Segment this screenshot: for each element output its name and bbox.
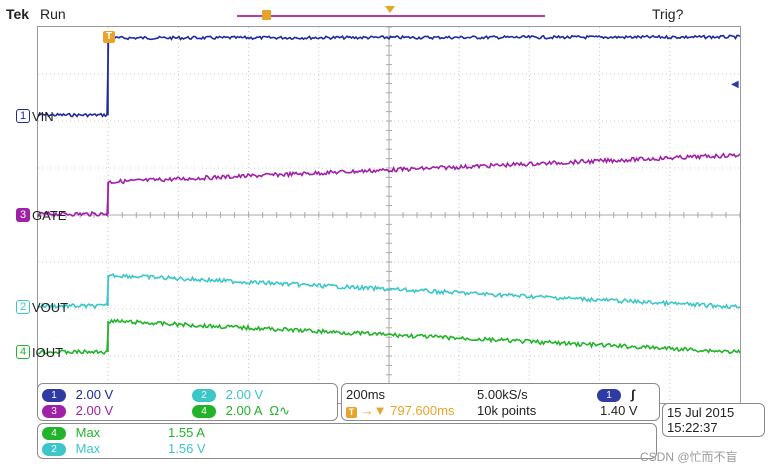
ch2-scale-value: 2.00 V: [225, 387, 264, 402]
trigger-level[interactable]: 1.40 V: [600, 403, 638, 418]
delay-trigger-icon: T: [346, 407, 357, 418]
datetime-panel: 15 Jul 2015 15:22:37: [662, 403, 765, 437]
ch1-scale-value: 2.00 V: [75, 387, 114, 402]
trigger-level-arrow-icon[interactable]: ◀: [731, 79, 739, 90]
measurement-value: 1.55 A: [168, 425, 205, 440]
ch4-marker-icon: 4: [16, 345, 30, 359]
ch2-name: VOUT: [32, 299, 69, 315]
expansion-point-marker: [385, 6, 395, 13]
ch2-trace: [38, 272, 740, 310]
channel-scale-panel[interactable]: 1 2.00 V 2 2.00 V 3 2.00 V 4 2.00 A Ω∿: [37, 383, 338, 421]
trigger-point-icon[interactable]: T: [103, 31, 115, 43]
ch1-marker-icon: 1: [16, 109, 30, 123]
ch4-scale-value: 2.00 A: [225, 403, 262, 418]
ch3-scale-value: 2.00 V: [75, 403, 114, 418]
measurement-row[interactable]: 2 Max 1.56 V: [42, 441, 206, 457]
time: 15:22:37: [667, 420, 718, 435]
ch1-scale[interactable]: 1 2.00 V: [42, 387, 114, 403]
graticule-svg: [38, 27, 740, 403]
measurement-type: Max: [75, 425, 101, 440]
date: 15 Jul 2015: [667, 405, 735, 420]
ch1-label[interactable]: 1 VIN: [16, 108, 54, 124]
measurement-row[interactable]: 4 Max 1.55 A: [42, 425, 205, 441]
ch2-label[interactable]: 2 VOUT: [16, 299, 68, 315]
record-view-bar: [237, 15, 545, 17]
brand-logo: Tek: [6, 6, 30, 22]
ch4-label[interactable]: 4 IOUT: [16, 344, 63, 360]
ch1-trace: [38, 34, 740, 118]
ch4-name: IOUT: [32, 344, 64, 360]
ch2-pill-icon: 2: [192, 389, 216, 403]
acquisition-status[interactable]: Run: [40, 6, 66, 22]
horizontal-scale[interactable]: 200ms: [346, 387, 386, 402]
ch2-scale[interactable]: 2 2.00 V: [192, 387, 264, 403]
measurement-value: 1.56 V: [168, 441, 206, 456]
trigger-source-pill-icon: 1: [597, 389, 621, 403]
ch1-pill-icon: 1: [42, 389, 66, 403]
measurement-ch4-pill-icon: 4: [42, 427, 66, 441]
sample-rate: 5.00kS/s: [477, 387, 528, 402]
record-length: 10k points: [477, 403, 537, 418]
trigger-status: Trig?: [652, 6, 684, 22]
ch4-pill-icon: 4: [192, 405, 216, 419]
ch3-scale[interactable]: 3 2.00 V: [42, 403, 114, 419]
watermark: CSDN @忙而不盲: [640, 450, 738, 464]
horizontal-delay[interactable]: T →▼ 797.600ms: [346, 403, 454, 418]
measurement-ch2-pill-icon: 2: [42, 443, 66, 457]
ch1-name: VIN: [32, 108, 54, 124]
ch3-name: GATE: [32, 207, 67, 223]
ch4-trace: [38, 318, 740, 355]
ch4-scale[interactable]: 4 2.00 A Ω∿: [192, 403, 290, 419]
timebase-panel[interactable]: 200ms 5.00kS/s 1 ʃ T →▼ 797.600ms 10k po…: [341, 383, 660, 421]
trigger-slope-icon: ʃ: [630, 387, 635, 402]
ch2-marker-icon: 2: [16, 300, 30, 314]
measurements-panel[interactable]: 4 Max 1.55 A 2 Max 1.56 V: [37, 423, 657, 459]
measurement-type: Max: [75, 441, 101, 456]
ch3-label[interactable]: 3 GATE: [16, 207, 66, 223]
delay-value: 797.600ms: [390, 403, 455, 418]
ch3-trace: [38, 152, 740, 217]
ch3-pill-icon: 3: [42, 405, 66, 419]
bandwidth-limit-icon: Ω∿: [269, 403, 291, 418]
status-bar: Tek Run Trig?: [0, 0, 783, 28]
delay-arrow-icon: →▼: [360, 403, 387, 418]
waveform-graticule: [37, 26, 741, 404]
trigger-position-marker[interactable]: [262, 10, 271, 20]
trigger-source[interactable]: 1 ʃ: [597, 387, 635, 403]
ch3-marker-icon: 3: [16, 208, 30, 222]
